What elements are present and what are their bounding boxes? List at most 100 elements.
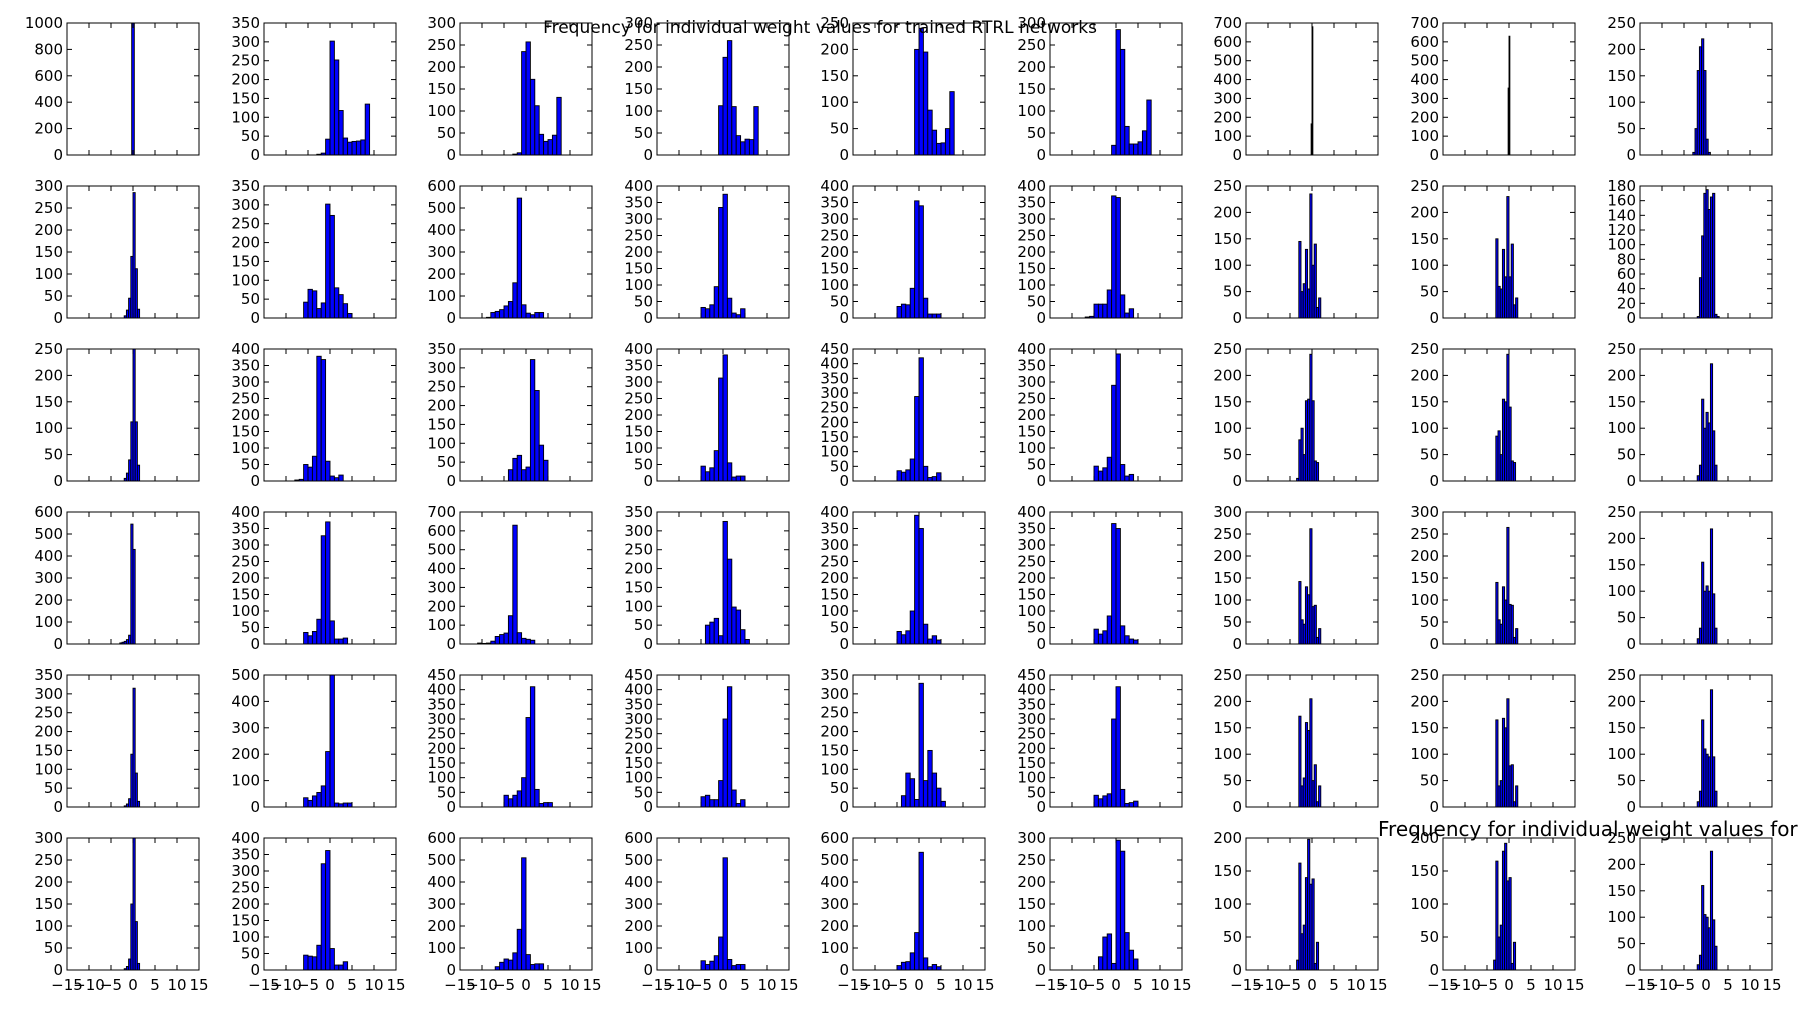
y-tick-label: 0 bbox=[53, 798, 63, 816]
y-tick-label: 100 bbox=[34, 613, 63, 631]
y-tick-label: 50 bbox=[44, 287, 63, 305]
y-tick-label: 100 bbox=[231, 271, 260, 289]
histogram-bar bbox=[726, 297, 733, 319]
y-tick-label: 0 bbox=[839, 472, 849, 490]
y-tick-label: 50 bbox=[830, 293, 849, 311]
y-tick-label: 160 bbox=[1607, 192, 1636, 210]
histogram-panel: 0 50 100 150 200 250 bbox=[1607, 503, 1773, 653]
y-tick-label: 150 bbox=[1410, 719, 1439, 737]
x-tick-label: −10 bbox=[73, 976, 105, 994]
y-tick-label: 200 bbox=[34, 873, 63, 891]
y-tick-label: 700 bbox=[1410, 14, 1439, 32]
y-tick-label: 60 bbox=[1617, 265, 1636, 283]
histogram-bar bbox=[718, 206, 724, 319]
y-tick-label: 0 bbox=[1036, 798, 1046, 816]
y-tick-label: 50 bbox=[1223, 613, 1242, 631]
histogram-bar bbox=[311, 631, 318, 645]
histogram-bar bbox=[1119, 788, 1126, 808]
y-tick-label: 180 bbox=[1607, 177, 1636, 195]
histogram-bar bbox=[342, 961, 349, 971]
histogram-bar bbox=[914, 396, 920, 482]
y-tick-label: 200 bbox=[231, 406, 260, 424]
y-tick-label: 0 bbox=[1429, 472, 1439, 490]
y-tick-label: 50 bbox=[241, 945, 260, 963]
y-tick-label: 50 bbox=[1223, 928, 1242, 946]
histogram-bar bbox=[320, 863, 327, 971]
histogram-bar bbox=[333, 802, 340, 808]
y-tick-label: 50 bbox=[830, 779, 849, 797]
histogram-bar bbox=[1102, 630, 1108, 645]
y-tick-label: 150 bbox=[1213, 569, 1242, 587]
histogram-bar bbox=[325, 138, 331, 156]
y-tick-label: 400 bbox=[231, 692, 260, 710]
y-tick-label: 250 bbox=[1607, 666, 1636, 684]
y-tick-label: 250 bbox=[1213, 525, 1242, 543]
histogram-bar bbox=[936, 472, 942, 482]
histogram-panel: 0 50 100 150 200 250 bbox=[34, 340, 200, 490]
y-tick-label: 400 bbox=[427, 681, 456, 699]
histogram-bar bbox=[1128, 308, 1135, 319]
histogram-bar bbox=[922, 465, 929, 482]
y-tick-label: 150 bbox=[624, 754, 653, 772]
histogram-bar bbox=[726, 40, 733, 156]
y-tick-label: 200 bbox=[820, 723, 849, 741]
histogram-bar bbox=[1313, 243, 1317, 319]
y-tick-label: 350 bbox=[1017, 194, 1046, 212]
histogram-bar bbox=[726, 958, 733, 971]
y-tick-label: 300 bbox=[231, 536, 260, 554]
histogram-bar bbox=[748, 139, 755, 156]
y-tick-label: 250 bbox=[231, 52, 260, 70]
histogram-panel: 0 50 100 150 200 250 bbox=[1410, 666, 1576, 816]
y-tick-label: 250 bbox=[624, 541, 653, 559]
y-tick-label: 0 bbox=[53, 635, 63, 653]
y-tick-label: 250 bbox=[1017, 227, 1046, 245]
histogram-bar bbox=[303, 954, 309, 971]
y-tick-label: 100 bbox=[427, 939, 456, 957]
y-tick-label: 300 bbox=[231, 373, 260, 391]
y-tick-label: 200 bbox=[1410, 547, 1439, 565]
y-tick-label: 200 bbox=[1213, 203, 1242, 221]
histogram-bar bbox=[700, 796, 706, 808]
histogram-bar bbox=[905, 772, 911, 808]
histogram-bar bbox=[538, 133, 545, 156]
x-tick-label: 15 bbox=[1172, 976, 1191, 994]
histogram-bar bbox=[320, 302, 327, 319]
histogram-panel: 0 50 100 150 200 250 bbox=[1213, 340, 1379, 490]
y-tick-label: 250 bbox=[820, 399, 849, 417]
histogram-bar bbox=[1508, 35, 1511, 156]
y-tick-label: 300 bbox=[427, 578, 456, 596]
x-tick-label: −10 bbox=[1646, 976, 1678, 994]
y-tick-label: 100 bbox=[1213, 895, 1242, 913]
histogram-bar bbox=[909, 287, 916, 319]
histogram-bar bbox=[1311, 878, 1315, 971]
y-tick-label: 300 bbox=[624, 373, 653, 391]
histogram-bar bbox=[740, 308, 746, 319]
y-tick-label: 50 bbox=[1420, 446, 1439, 464]
histogram-bar bbox=[726, 558, 733, 645]
histogram-bar bbox=[551, 134, 558, 156]
y-tick-label: 150 bbox=[427, 754, 456, 772]
x-tick-label: 0 bbox=[1504, 976, 1514, 994]
y-tick-label: 200 bbox=[427, 917, 456, 935]
y-tick-label: 200 bbox=[34, 591, 63, 609]
histogram-bar bbox=[740, 141, 746, 156]
y-tick-label: 100 bbox=[624, 597, 653, 615]
histogram-bar bbox=[1128, 949, 1135, 971]
y-tick-label: 0 bbox=[839, 635, 849, 653]
histogram-bar bbox=[1115, 29, 1121, 156]
histogram-bar bbox=[940, 800, 946, 808]
histogram-bar bbox=[1313, 764, 1317, 808]
histogram-bar bbox=[927, 749, 933, 808]
y-tick-label: 100 bbox=[820, 939, 849, 957]
histogram-bar bbox=[338, 294, 344, 319]
y-tick-label: 200 bbox=[427, 597, 456, 615]
y-tick-label: 350 bbox=[231, 357, 260, 375]
y-tick-label: 50 bbox=[241, 290, 260, 308]
y-tick-label: 200 bbox=[1213, 829, 1242, 847]
histogram-bar bbox=[311, 956, 318, 971]
y-tick-label: 50 bbox=[1027, 939, 1046, 957]
